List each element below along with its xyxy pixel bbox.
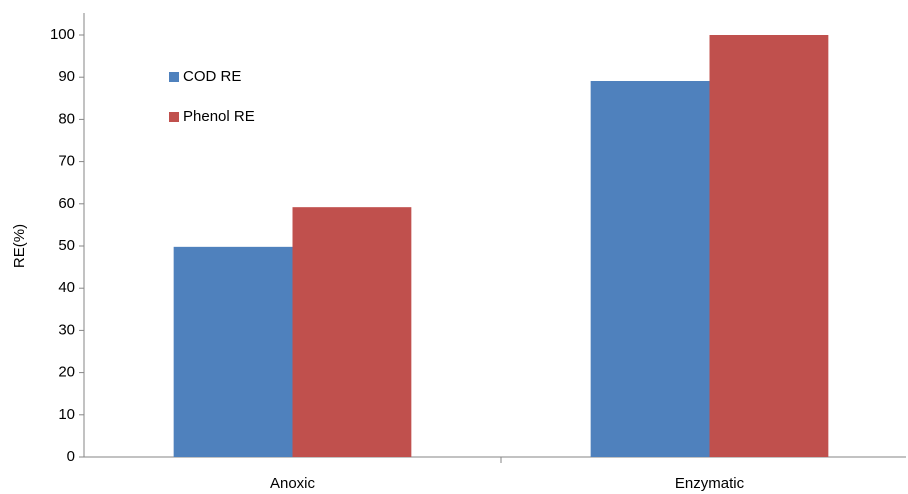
y-axis-label: RE(%) — [11, 224, 28, 268]
x-tick-label: Enzymatic — [675, 475, 745, 492]
y-tick-label: 40 — [58, 279, 75, 296]
legend-swatch — [169, 72, 179, 82]
bar — [709, 35, 829, 457]
y-tick-label: 60 — [58, 195, 75, 212]
legend-label: COD RE — [183, 68, 241, 85]
legend-swatch — [169, 112, 179, 122]
bar — [292, 207, 412, 457]
x-tick-label: Anoxic — [270, 475, 316, 492]
bar — [173, 246, 293, 457]
y-tick-label: 50 — [58, 237, 75, 254]
y-tick-label: 90 — [58, 68, 75, 85]
bar — [590, 80, 710, 458]
y-tick-label: 30 — [58, 321, 75, 338]
legend-label: Phenol RE — [183, 108, 255, 125]
y-tick-label: 0 — [67, 448, 75, 465]
y-tick-label: 10 — [58, 406, 75, 423]
y-tick-label: 70 — [58, 153, 75, 170]
y-tick-label: 100 — [50, 26, 75, 43]
y-tick-label: 20 — [58, 364, 75, 381]
y-tick-label: 80 — [58, 110, 75, 127]
